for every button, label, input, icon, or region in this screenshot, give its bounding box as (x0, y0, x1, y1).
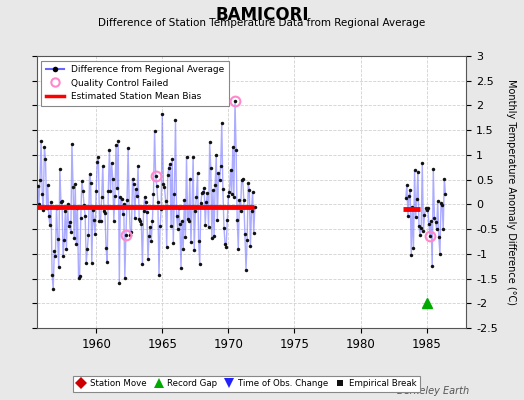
Legend: Station Move, Record Gap, Time of Obs. Change, Empirical Break: Station Move, Record Gap, Time of Obs. C… (73, 376, 420, 392)
Legend: Difference from Regional Average, Quality Control Failed, Estimated Station Mean: Difference from Regional Average, Qualit… (41, 60, 229, 106)
Y-axis label: Monthly Temperature Anomaly Difference (°C): Monthly Temperature Anomaly Difference (… (506, 79, 516, 305)
Text: Difference of Station Temperature Data from Regional Average: Difference of Station Temperature Data f… (99, 18, 425, 28)
Text: BAMICORI: BAMICORI (215, 6, 309, 24)
Text: Berkeley Earth: Berkeley Earth (397, 386, 469, 396)
